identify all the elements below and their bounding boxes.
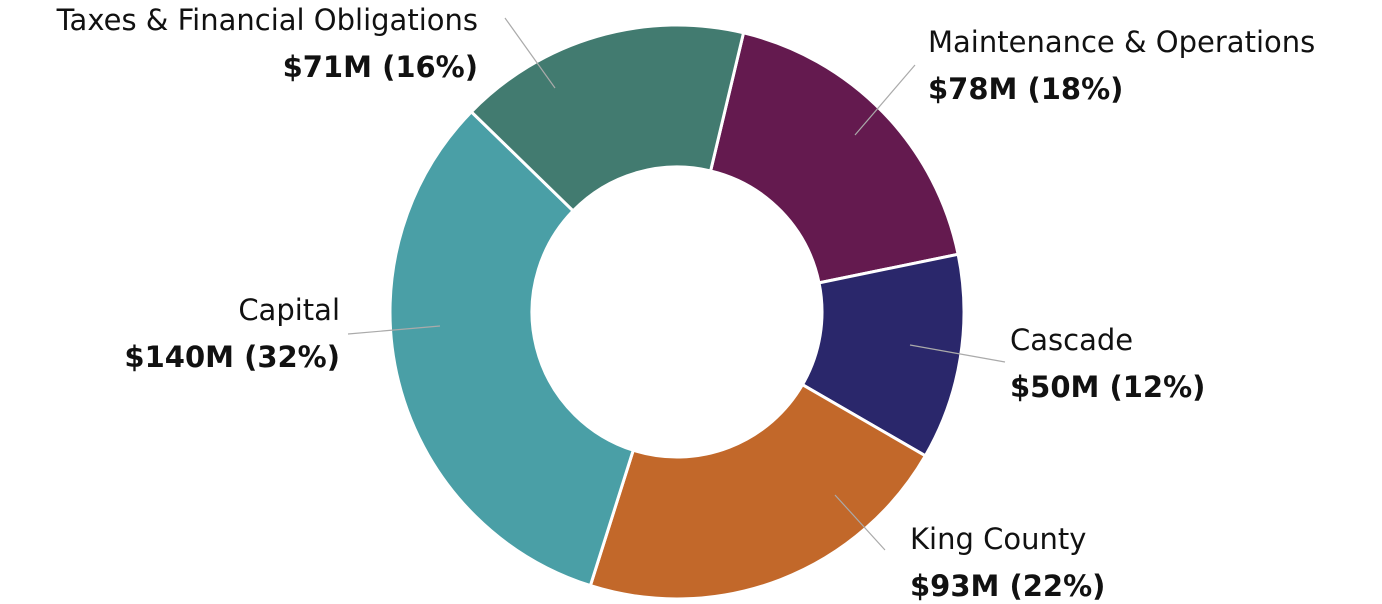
donut-segment xyxy=(708,31,960,285)
segment-label: Taxes & Financial Obligations xyxy=(56,3,478,37)
segment-label: Maintenance & Operations xyxy=(928,25,1315,59)
segment-label: King County xyxy=(910,522,1086,556)
leader-line xyxy=(504,17,556,89)
segment-value: $78M (18%) xyxy=(928,72,1123,106)
segment-label: Capital xyxy=(238,293,340,327)
segment-label: Cascade xyxy=(1010,323,1133,357)
segment-value: $93M (22%) xyxy=(910,569,1105,603)
segment-value: $50M (12%) xyxy=(1010,370,1205,404)
donut-segment xyxy=(388,109,636,588)
leader-line xyxy=(834,494,886,551)
donut-segment xyxy=(588,382,928,601)
leader-line xyxy=(347,325,441,335)
segment-value: $71M (16%) xyxy=(283,50,478,84)
leader-line xyxy=(909,344,1006,363)
segment-value: $140M (32%) xyxy=(124,340,340,374)
leader-line xyxy=(854,64,916,136)
donut-segment xyxy=(469,23,746,213)
